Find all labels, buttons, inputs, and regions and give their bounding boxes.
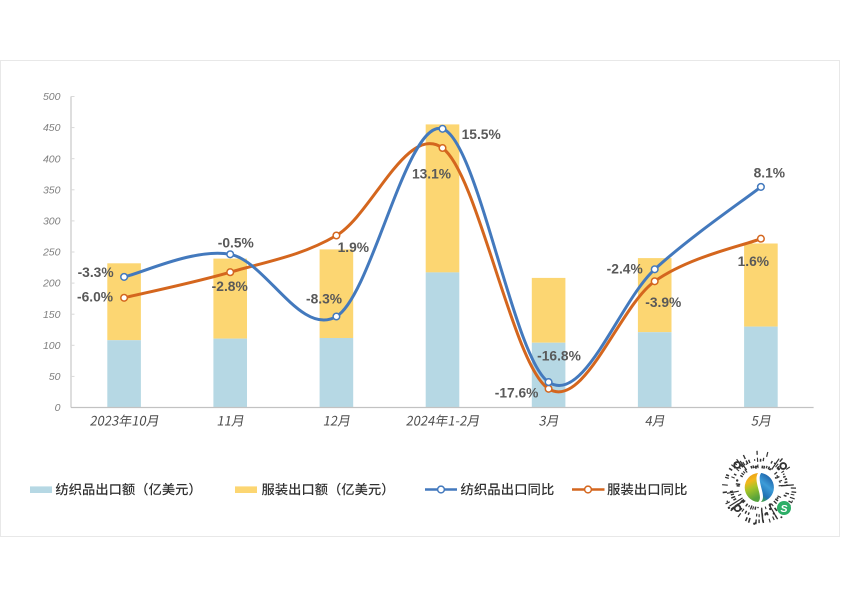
svg-text:-2.4%: -2.4% — [607, 262, 643, 277]
svg-text:50: 50 — [49, 371, 61, 383]
svg-text:-16.8%: -16.8% — [537, 348, 581, 363]
svg-text:1.6%: 1.6% — [738, 254, 769, 269]
svg-text:200: 200 — [42, 278, 61, 290]
svg-text:150: 150 — [43, 309, 61, 321]
svg-text:15.5%: 15.5% — [462, 127, 501, 142]
svg-text:-3.9%: -3.9% — [645, 295, 681, 310]
svg-text:-6.0%: -6.0% — [77, 290, 113, 305]
svg-text:1.9%: 1.9% — [338, 240, 369, 255]
svg-text:450: 450 — [43, 122, 61, 134]
svg-text:-3.3%: -3.3% — [78, 265, 114, 280]
svg-text:8.1%: 8.1% — [754, 165, 785, 180]
svg-text:-0.5%: -0.5% — [218, 235, 254, 250]
svg-text:300: 300 — [43, 216, 61, 228]
svg-text:250: 250 — [42, 247, 61, 259]
svg-text:400: 400 — [43, 153, 61, 165]
svg-text:-8.3%: -8.3% — [306, 292, 342, 307]
svg-text:350: 350 — [43, 184, 61, 196]
svg-text:0: 0 — [55, 402, 61, 414]
svg-text:500: 500 — [43, 91, 61, 103]
svg-text:-17.6%: -17.6% — [495, 386, 539, 401]
svg-text:S: S — [780, 503, 787, 515]
svg-text:-2.8%: -2.8% — [212, 279, 248, 294]
svg-text:100: 100 — [43, 340, 61, 352]
svg-text:13.1%: 13.1% — [412, 167, 451, 182]
